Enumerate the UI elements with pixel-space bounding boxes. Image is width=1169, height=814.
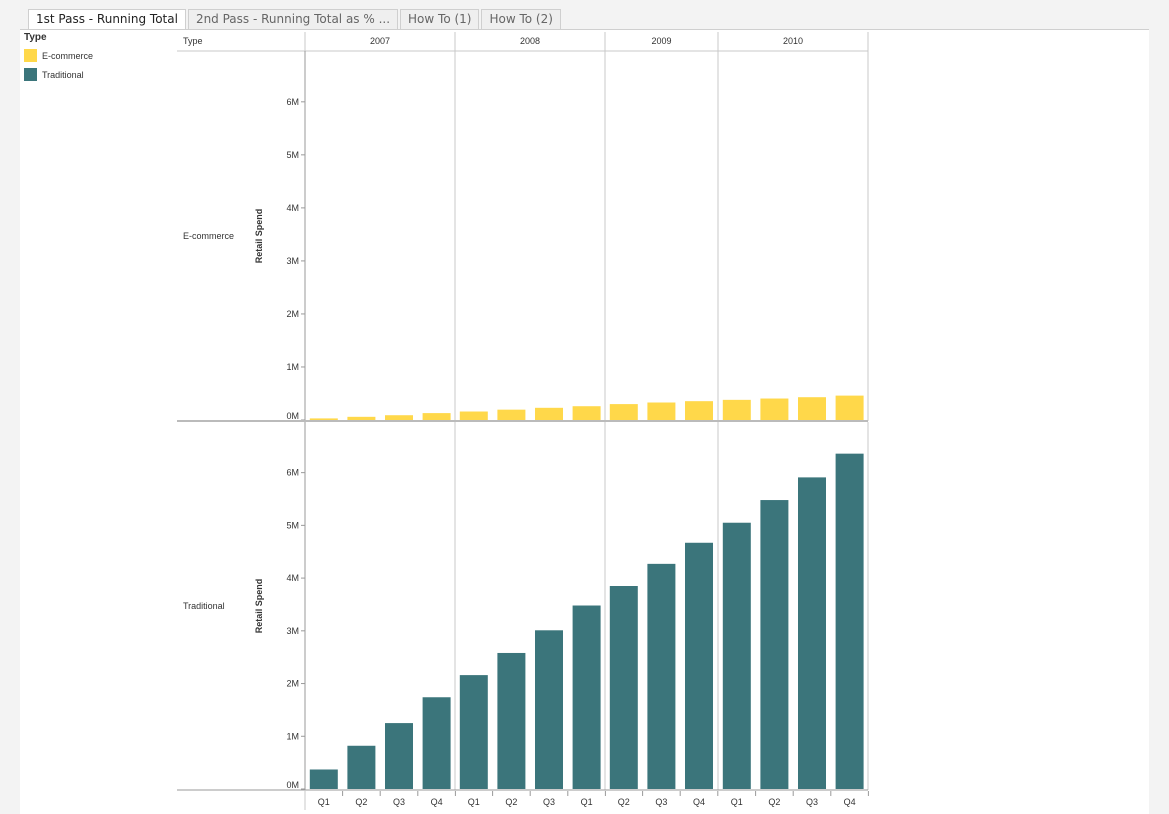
legend-label-e-commerce: E-commerce bbox=[42, 50, 94, 61]
legend-swatch-traditional bbox=[24, 68, 37, 81]
legend-item-e-commerce[interactable]: E-commerce bbox=[24, 46, 93, 65]
x-tick-label-2009-Q3: Q3 bbox=[655, 797, 667, 807]
bar-traditional-2[interactable] bbox=[385, 723, 413, 789]
bar-traditional-9[interactable] bbox=[647, 563, 676, 789]
bar-e-commerce-14[interactable] bbox=[835, 395, 864, 420]
bar-e-commerce-8[interactable] bbox=[609, 404, 638, 420]
x-tick-label-2007-Q2: Q2 bbox=[355, 797, 367, 807]
bar-e-commerce-7[interactable] bbox=[572, 406, 601, 420]
bar-e-commerce-12[interactable] bbox=[760, 398, 789, 420]
x-tick-label-2009-Q1: Q1 bbox=[581, 797, 593, 807]
bar-e-commerce-13[interactable] bbox=[798, 397, 826, 420]
y-tick-label: 5M bbox=[286, 520, 299, 530]
x-tick-label-2008-Q3: Q3 bbox=[543, 797, 555, 807]
x-tick-label-2009-Q2: Q2 bbox=[618, 797, 630, 807]
x-tick-label-2008-Q1: Q1 bbox=[468, 797, 480, 807]
bar-e-commerce-5[interactable] bbox=[497, 409, 526, 420]
x-tick-label-2009-Q4: Q4 bbox=[693, 797, 705, 807]
x-tick-label-2010-Q2: Q2 bbox=[768, 797, 780, 807]
bar-traditional-4[interactable] bbox=[459, 675, 488, 789]
bar-traditional-7[interactable] bbox=[572, 605, 601, 789]
x-tick-label-2007-Q4: Q4 bbox=[431, 797, 443, 807]
bar-traditional-6[interactable] bbox=[535, 630, 563, 789]
year-header-2009: 2009 bbox=[651, 36, 671, 46]
y-tick-label: 1M bbox=[286, 731, 299, 741]
y-tick-label: 0M bbox=[286, 411, 299, 421]
y-tick-label: 3M bbox=[286, 626, 299, 636]
tab-1st-pass-running-total[interactable]: 1st Pass - Running Total bbox=[28, 9, 186, 29]
bar-traditional-13[interactable] bbox=[798, 477, 826, 789]
y-axis-title: Retail Spend bbox=[254, 209, 264, 264]
bar-traditional-14[interactable] bbox=[835, 453, 864, 789]
legend-title: Type bbox=[24, 32, 47, 43]
bar-e-commerce-11[interactable] bbox=[722, 399, 751, 420]
x-tick-label-2010-Q4: Q4 bbox=[844, 797, 856, 807]
year-header-2007: 2007 bbox=[370, 36, 390, 46]
bar-e-commerce-1[interactable] bbox=[347, 416, 376, 420]
bar-traditional-1[interactable] bbox=[347, 745, 376, 789]
row-label-e-commerce: E-commerce bbox=[183, 231, 234, 241]
bar-traditional-8[interactable] bbox=[609, 586, 638, 789]
bar-traditional-0[interactable] bbox=[309, 769, 338, 789]
legend-item-traditional[interactable]: Traditional bbox=[24, 65, 93, 84]
y-tick-label: 1M bbox=[286, 362, 299, 372]
x-tick-label-2010-Q1: Q1 bbox=[731, 797, 743, 807]
bar-e-commerce-4[interactable] bbox=[459, 411, 488, 420]
bar-e-commerce-9[interactable] bbox=[647, 402, 676, 421]
year-header-2008: 2008 bbox=[520, 36, 540, 46]
color-legend: Type E-commerce Traditional bbox=[24, 32, 93, 84]
header-type-label: Type bbox=[183, 36, 203, 46]
worksheet: Type E-commerce Traditional Type 2007 2008… bbox=[20, 30, 1149, 814]
x-tick-label-2007-Q3: Q3 bbox=[393, 797, 405, 807]
bar-traditional-3[interactable] bbox=[422, 697, 451, 789]
tab-divider bbox=[20, 29, 1149, 30]
x-tick-label-2007-Q1: Q1 bbox=[318, 797, 330, 807]
bar-traditional-12[interactable] bbox=[760, 500, 789, 789]
y-tick-label: 2M bbox=[286, 679, 299, 689]
tab-2nd-pass-running-total-percent[interactable]: 2nd Pass - Running Total as % ... bbox=[187, 9, 399, 29]
bar-traditional-10[interactable] bbox=[685, 542, 713, 789]
tab-how-to-1[interactable]: How To (1) bbox=[400, 9, 480, 29]
bar-traditional-11[interactable] bbox=[722, 522, 751, 789]
bar-e-commerce-10[interactable] bbox=[685, 401, 713, 420]
legend-swatch-e-commerce bbox=[24, 49, 37, 62]
bar-traditional-5[interactable] bbox=[497, 652, 526, 789]
bar-e-commerce-2[interactable] bbox=[385, 415, 413, 420]
retail-spend-bar-chart: Type 2007 2008 2009 2010 E-commerce Retail Spe… bbox=[177, 32, 869, 810]
y-tick-label: 6M bbox=[286, 468, 299, 478]
bar-e-commerce-3[interactable] bbox=[422, 413, 451, 420]
y-tick-label: 4M bbox=[286, 573, 299, 583]
sheet-tab-bar: 1st Pass - Running Total 2nd Pass - Runn… bbox=[28, 9, 563, 29]
row-label-traditional: Traditional bbox=[183, 601, 225, 611]
y-axis-title: Retail Spend bbox=[254, 579, 264, 634]
y-tick-label: 3M bbox=[286, 256, 299, 266]
y-tick-label: 6M bbox=[286, 97, 299, 107]
x-tick-label-2008-Q2: Q2 bbox=[505, 797, 517, 807]
y-tick-label: 2M bbox=[286, 309, 299, 319]
legend-label-traditional: Traditional bbox=[42, 69, 84, 80]
tab-how-to-2[interactable]: How To (2) bbox=[481, 9, 561, 29]
year-header-2010: 2010 bbox=[783, 36, 803, 46]
x-tick-label-2010-Q3: Q3 bbox=[806, 797, 818, 807]
y-tick-label: 5M bbox=[286, 150, 299, 160]
bar-e-commerce-0[interactable] bbox=[309, 418, 338, 420]
y-tick-label: 0M bbox=[286, 780, 299, 790]
y-tick-label: 4M bbox=[286, 203, 299, 213]
bar-e-commerce-6[interactable] bbox=[535, 407, 563, 420]
